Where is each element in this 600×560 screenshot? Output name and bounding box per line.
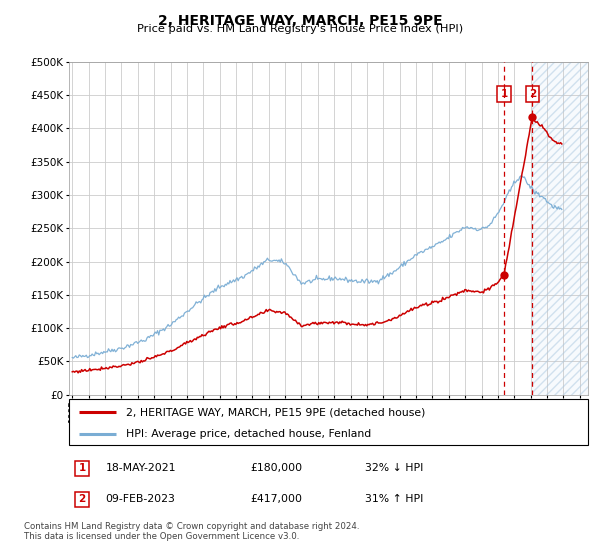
Text: 09-FEB-2023: 09-FEB-2023 [106,494,175,505]
Text: 2: 2 [79,494,86,505]
Text: 18-MAY-2021: 18-MAY-2021 [106,464,176,473]
Text: 1: 1 [500,88,508,99]
Text: Contains HM Land Registry data © Crown copyright and database right 2024.
This d: Contains HM Land Registry data © Crown c… [24,522,359,542]
Bar [532,62,588,395]
Text: 2, HERITAGE WAY, MARCH, PE15 9PE (detached house): 2, HERITAGE WAY, MARCH, PE15 9PE (detach… [126,407,425,417]
Text: HPI: Average price, detached house, Fenland: HPI: Average price, detached house, Fenl… [126,429,371,438]
Text: £417,000: £417,000 [251,494,302,505]
Text: 2, HERITAGE WAY, MARCH, PE15 9PE: 2, HERITAGE WAY, MARCH, PE15 9PE [158,14,442,28]
Text: 32% ↓ HPI: 32% ↓ HPI [365,464,423,473]
Text: 31% ↑ HPI: 31% ↑ HPI [365,494,423,505]
Text: £180,000: £180,000 [251,464,303,473]
Bar [532,62,588,395]
Text: 2: 2 [529,88,536,99]
Text: Price paid vs. HM Land Registry's House Price Index (HPI): Price paid vs. HM Land Registry's House … [137,24,463,34]
Text: 1: 1 [79,464,86,473]
